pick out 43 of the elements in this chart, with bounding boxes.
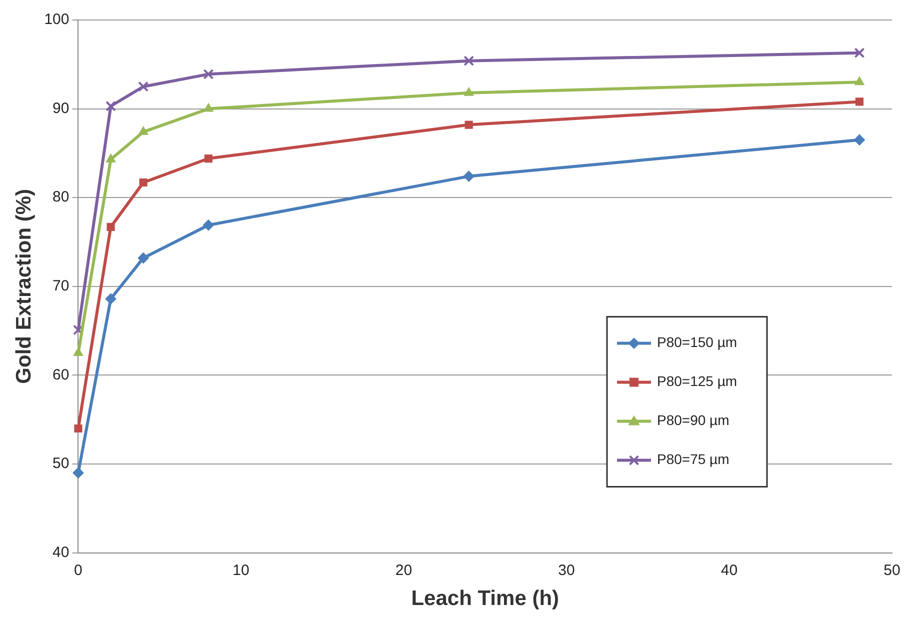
point	[854, 48, 865, 58]
point	[464, 87, 474, 96]
point	[204, 154, 212, 163]
point	[139, 178, 148, 187]
legend-label: P80=150 µm	[657, 334, 738, 350]
legend-label: P80=75 µm	[657, 451, 730, 468]
x-tick-label: 0	[74, 562, 82, 579]
y-tick-label: 100	[44, 11, 70, 28]
point	[204, 103, 214, 112]
point	[106, 222, 115, 231]
y-axis-title: Gold Extraction (%)	[12, 188, 36, 384]
y-tick-label: 60	[52, 366, 70, 384]
y-tick-label: 80	[52, 188, 70, 206]
point	[74, 424, 82, 433]
x-tick-label: 20	[395, 562, 412, 579]
point	[138, 126, 148, 135]
x-tick-label: 30	[558, 562, 575, 579]
point	[106, 154, 116, 162]
point	[73, 348, 84, 356]
legend-label: P80=125 µm	[657, 373, 738, 390]
point	[203, 68, 214, 80]
x-tick-label: 10	[232, 562, 250, 579]
x-tick-label: 50	[884, 562, 900, 579]
point	[138, 252, 149, 264]
point	[854, 134, 865, 146]
point	[105, 293, 116, 304]
point	[464, 120, 473, 129]
point	[464, 56, 474, 66]
y-tick-label: 40	[52, 544, 70, 561]
point	[106, 100, 116, 112]
legend-label: P80=90 µm	[657, 412, 730, 428]
point	[72, 324, 84, 336]
x-tick-label: 40	[720, 562, 738, 579]
point	[202, 220, 214, 231]
point	[463, 170, 474, 182]
point	[854, 76, 864, 86]
x-axis-title: Leach Time (h)	[411, 587, 560, 610]
point	[72, 467, 84, 478]
y-tick-label: 50	[52, 455, 70, 472]
point	[138, 81, 149, 92]
y-tick-label: 90	[52, 100, 70, 117]
y-tick-label: 70	[52, 278, 70, 295]
point	[855, 98, 864, 106]
